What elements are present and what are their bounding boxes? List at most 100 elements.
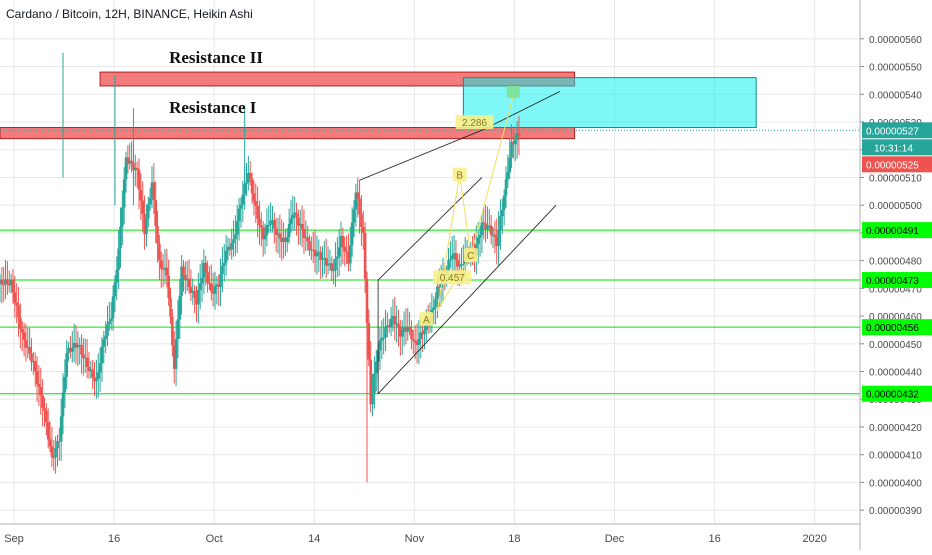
candle[interactable]: [74, 343, 78, 348]
candle[interactable]: [7, 283, 11, 286]
candle[interactable]: [462, 264, 465, 266]
candle[interactable]: [33, 361, 37, 372]
candle[interactable]: [169, 297, 172, 317]
candle[interactable]: [122, 179, 126, 208]
candle[interactable]: [343, 246, 347, 252]
candle[interactable]: [197, 289, 200, 305]
candle[interactable]: [378, 340, 382, 351]
candle[interactable]: [491, 234, 495, 236]
candle[interactable]: [185, 278, 189, 281]
candle[interactable]: [317, 251, 321, 253]
candle[interactable]: [489, 225, 493, 235]
candle[interactable]: [380, 337, 384, 341]
candle[interactable]: [402, 327, 406, 331]
candle[interactable]: [6, 279, 9, 284]
candle[interactable]: [135, 167, 139, 170]
pattern-line[interactable]: [459, 174, 472, 256]
candle[interactable]: [2, 284, 6, 286]
candle[interactable]: [89, 369, 93, 372]
trendline[interactable]: [481, 91, 560, 131]
candle[interactable]: [247, 172, 250, 183]
candle[interactable]: [252, 193, 256, 202]
candle[interactable]: [15, 302, 18, 306]
candle[interactable]: [271, 220, 274, 222]
candle[interactable]: [121, 207, 124, 227]
candle[interactable]: [274, 228, 278, 235]
candle[interactable]: [478, 234, 482, 238]
candle[interactable]: [115, 269, 119, 283]
candle[interactable]: [215, 284, 219, 287]
candle[interactable]: [32, 361, 35, 363]
candle[interactable]: [360, 214, 363, 228]
candle[interactable]: [295, 212, 298, 218]
candle[interactable]: [289, 218, 293, 224]
candle[interactable]: [321, 258, 324, 260]
candle[interactable]: [278, 233, 282, 239]
trendline[interactable]: [359, 129, 483, 181]
candle[interactable]: [126, 157, 130, 164]
candle[interactable]: [285, 237, 289, 243]
candle[interactable]: [512, 141, 515, 145]
candle[interactable]: [349, 245, 352, 264]
candle[interactable]: [230, 243, 233, 250]
candle[interactable]: [139, 189, 143, 201]
candle[interactable]: [213, 286, 217, 294]
candle[interactable]: [330, 263, 334, 271]
candle[interactable]: [171, 316, 174, 346]
candle[interactable]: [163, 267, 167, 270]
candle[interactable]: [447, 260, 450, 272]
candle[interactable]: [189, 287, 193, 293]
candle[interactable]: [104, 335, 107, 340]
candle[interactable]: [397, 323, 400, 328]
candle[interactable]: [311, 249, 315, 251]
candle[interactable]: [302, 228, 306, 238]
candle[interactable]: [206, 271, 209, 283]
candle[interactable]: [337, 247, 341, 257]
candle[interactable]: [419, 332, 423, 340]
candle[interactable]: [341, 235, 345, 247]
candle[interactable]: [482, 222, 486, 224]
candle[interactable]: [158, 243, 161, 261]
candle[interactable]: [404, 327, 408, 332]
pattern-line[interactable]: [436, 174, 461, 311]
candle[interactable]: [237, 208, 241, 222]
candle[interactable]: [347, 252, 350, 264]
candle[interactable]: [267, 224, 271, 226]
candle[interactable]: [456, 260, 460, 267]
candle[interactable]: [458, 264, 461, 267]
candle[interactable]: [39, 386, 43, 396]
candle[interactable]: [137, 169, 141, 190]
candle[interactable]: [382, 337, 385, 339]
candle[interactable]: [369, 359, 372, 405]
candle[interactable]: [113, 282, 117, 297]
candle[interactable]: [371, 393, 374, 405]
candle[interactable]: [395, 323, 398, 325]
candle[interactable]: [20, 329, 24, 333]
candle[interactable]: [276, 233, 280, 235]
candle[interactable]: [497, 230, 500, 247]
candle[interactable]: [234, 234, 237, 240]
candle[interactable]: [393, 316, 397, 325]
candle[interactable]: [43, 407, 46, 411]
candle[interactable]: [400, 330, 404, 337]
candle[interactable]: [0, 279, 4, 285]
candle[interactable]: [504, 179, 508, 196]
candle[interactable]: [424, 323, 428, 330]
candle[interactable]: [148, 197, 152, 205]
candle[interactable]: [354, 192, 358, 210]
candle[interactable]: [284, 237, 287, 243]
candle[interactable]: [273, 220, 276, 229]
candle[interactable]: [300, 224, 304, 229]
candle[interactable]: [226, 246, 230, 251]
candle[interactable]: [46, 422, 50, 440]
candle[interactable]: [82, 354, 85, 359]
candle[interactable]: [410, 329, 413, 340]
candle[interactable]: [365, 278, 369, 324]
candle[interactable]: [85, 357, 89, 367]
candle[interactable]: [17, 305, 20, 318]
candle[interactable]: [202, 262, 206, 278]
candle[interactable]: [423, 329, 426, 335]
candle[interactable]: [248, 172, 252, 179]
candle[interactable]: [287, 223, 291, 238]
